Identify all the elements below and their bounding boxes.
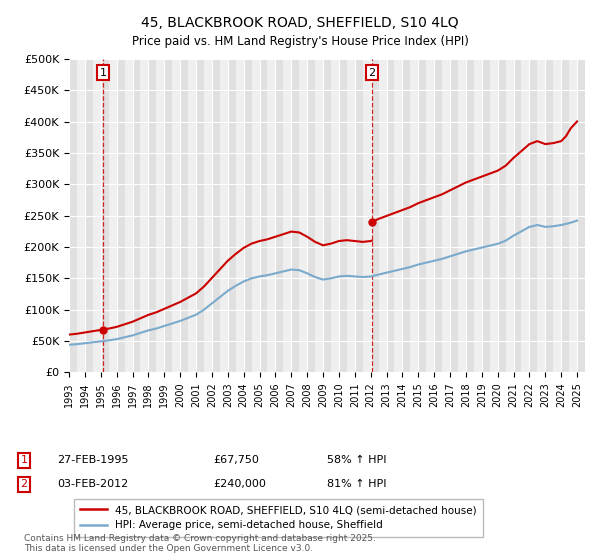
Bar [260, 59, 268, 372]
Bar [85, 59, 93, 372]
Bar [482, 59, 490, 372]
Bar [228, 59, 236, 372]
Bar [403, 59, 410, 372]
Bar [529, 59, 538, 372]
Text: 27-FEB-1995: 27-FEB-1995 [57, 455, 128, 465]
Bar [386, 59, 394, 372]
Bar [180, 59, 188, 372]
Bar [116, 59, 125, 372]
Bar [561, 59, 569, 372]
Text: 58% ↑ HPI: 58% ↑ HPI [327, 455, 386, 465]
Legend: 45, BLACKBROOK ROAD, SHEFFIELD, S10 4LQ (semi-detached house), HPI: Average pric: 45, BLACKBROOK ROAD, SHEFFIELD, S10 4LQ … [74, 499, 483, 536]
Text: 2: 2 [20, 479, 28, 489]
Bar [450, 59, 458, 372]
Text: 81% ↑ HPI: 81% ↑ HPI [327, 479, 386, 489]
Bar [545, 59, 553, 372]
Bar [212, 59, 220, 372]
Bar [148, 59, 157, 372]
Text: 1: 1 [20, 455, 28, 465]
Bar [101, 59, 109, 372]
Bar [69, 59, 77, 372]
Text: £67,750: £67,750 [213, 455, 259, 465]
Text: £240,000: £240,000 [213, 479, 266, 489]
Bar [196, 59, 204, 372]
Text: Contains HM Land Registry data © Crown copyright and database right 2025.
This d: Contains HM Land Registry data © Crown c… [24, 534, 376, 553]
Bar [244, 59, 251, 372]
Text: 2: 2 [368, 68, 376, 78]
Bar [307, 59, 315, 372]
Bar [371, 59, 379, 372]
Bar [466, 59, 474, 372]
Bar [164, 59, 172, 372]
Bar [514, 59, 521, 372]
Text: Price paid vs. HM Land Registry's House Price Index (HPI): Price paid vs. HM Land Registry's House … [131, 35, 469, 48]
Bar [291, 59, 299, 372]
Text: 45, BLACKBROOK ROAD, SHEFFIELD, S10 4LQ: 45, BLACKBROOK ROAD, SHEFFIELD, S10 4LQ [141, 16, 459, 30]
Text: 1: 1 [100, 68, 107, 78]
Bar [339, 59, 347, 372]
Text: 03-FEB-2012: 03-FEB-2012 [57, 479, 128, 489]
Bar [577, 59, 585, 372]
Bar [275, 59, 283, 372]
Bar [434, 59, 442, 372]
Bar [418, 59, 426, 372]
Bar [133, 59, 140, 372]
Bar [355, 59, 363, 372]
Bar [323, 59, 331, 372]
Bar [497, 59, 506, 372]
